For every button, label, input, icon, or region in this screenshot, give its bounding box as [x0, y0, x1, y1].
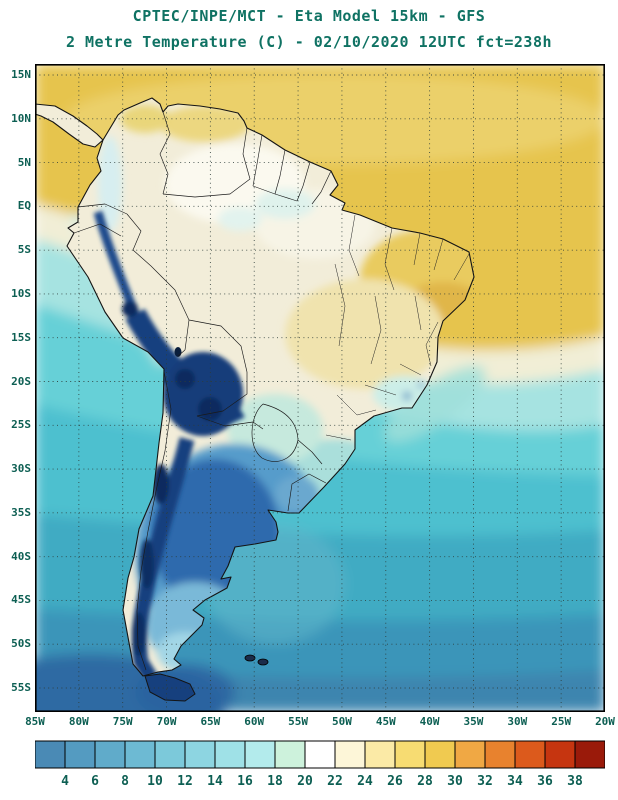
temperature-colorbar: 4 6 8 10 12 14 16 18 20 22 24 26 28 30 32 34 36 38: [35, 740, 605, 789]
colorbar-segment: [334, 740, 366, 769]
lon-tick-label: 55W: [288, 715, 308, 728]
lon-tick-label: 20W: [595, 715, 615, 728]
lon-tick-label: 85W: [25, 715, 45, 728]
colorbar-tick-label: 8: [121, 774, 129, 789]
colorbar-tick-label: 36: [537, 774, 553, 789]
lon-tick-label: 35W: [463, 715, 484, 728]
colorbar-segment: [574, 740, 605, 769]
colorbar-segment: [424, 740, 456, 769]
colorbar-segment: [184, 740, 216, 769]
lat-tick-label: EQ: [17, 199, 31, 213]
colorbar-segment: [544, 740, 576, 769]
colorbar-tick-label: 34: [507, 774, 523, 789]
colorbar-segment: [94, 740, 126, 769]
colorbar-segment: [304, 740, 336, 769]
colorbar-segment: [364, 740, 396, 769]
lat-tick-label: 5N: [17, 155, 31, 169]
colorbar-tick-label: 10: [147, 774, 163, 789]
colorbar-tick-label: 18: [267, 774, 283, 789]
lon-tick-label: 60W: [244, 715, 265, 728]
lon-tick-label: 80W: [68, 715, 89, 728]
colorbar-segment: [35, 740, 66, 769]
lat-tick-label: 5S: [17, 243, 31, 257]
lon-tick-label: 70W: [156, 715, 177, 728]
lon-tick-label: 65W: [200, 715, 221, 728]
islands: [144, 347, 269, 702]
lat-tick-label: 40S: [11, 549, 31, 563]
colorbar-tick-label: 12: [177, 774, 193, 789]
colorbar-segment: [154, 740, 186, 769]
colorbar-segment: [214, 740, 246, 769]
chart-title-line1: CPTEC/INPE/MCT - Eta Model 15km - GFS: [132, 7, 486, 25]
lat-tick-label: 15S: [11, 330, 31, 344]
lon-tick-label: 30W: [507, 715, 528, 728]
lat-tick-label: 35S: [11, 505, 31, 519]
lat-tick-label: 15N: [11, 68, 31, 81]
lat-tick-label: 25S: [11, 418, 31, 432]
lon-tick-label: 25W: [551, 715, 572, 728]
colorbar-segment: [124, 740, 156, 769]
colorbar-tick-label: 38: [567, 774, 583, 789]
lat-tick-label: 45S: [11, 593, 31, 607]
lat-tick-label: 10S: [11, 286, 31, 300]
lon-tick-label: 50W: [331, 715, 352, 728]
lon-tick-label: 45W: [375, 715, 396, 728]
colorbar-tick-label: 28: [417, 774, 433, 789]
colorbar-tick-label: 20: [297, 774, 313, 789]
map-frame: [35, 64, 605, 712]
colorbar-tick-label: 6: [91, 774, 99, 789]
colorbar-tick-label: 24: [357, 774, 373, 789]
colorbar-tick-label: 4: [61, 774, 69, 789]
lat-tick-label: 20S: [11, 374, 31, 388]
colorbar-tick-label: 14: [207, 774, 223, 789]
lon-tick-label: 75W: [112, 715, 133, 728]
colorbar-segment: [514, 740, 546, 769]
colorbar-segment: [454, 740, 486, 769]
colorbar-segment: [484, 740, 516, 769]
south-america-temperature-map: [35, 64, 605, 712]
colorbar-tick-label: 26: [387, 774, 403, 789]
lon-tick-label: 40W: [419, 715, 440, 728]
lat-tick-label: 10N: [11, 111, 31, 125]
colorbar-segment: [244, 740, 276, 769]
colorbar-segment: [274, 740, 306, 769]
colorbar-segment: [64, 740, 96, 769]
colorbar-segment: [394, 740, 426, 769]
colorbar-tick-label: 30: [447, 774, 463, 789]
lat-tick-label: 30S: [11, 462, 31, 476]
lat-tick-label: 55S: [11, 681, 31, 694]
chart-title-line2: 2 Metre Temperature (C) - 02/10/2020 12U…: [65, 33, 553, 51]
colorbar-tick-label: 22: [327, 774, 343, 789]
colorbar-tick-label: 32: [477, 774, 493, 789]
colorbar-tick-label: 16: [237, 774, 253, 789]
lat-tick-label: 50S: [11, 637, 31, 651]
